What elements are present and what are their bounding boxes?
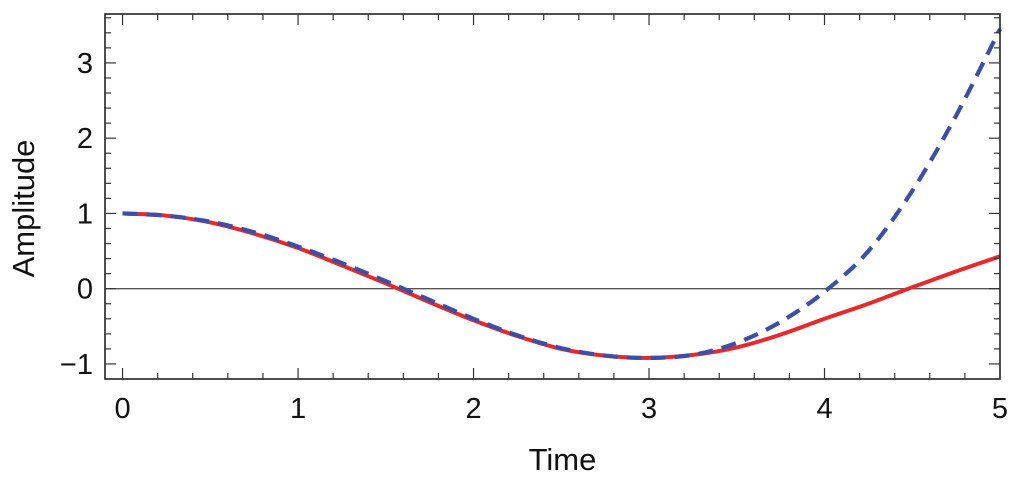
x-tick-label: 5 — [992, 393, 1008, 425]
y-tick-label: 0 — [77, 274, 93, 306]
y-tick-label: 3 — [77, 48, 93, 80]
y-axis-title: Amplitude — [6, 140, 41, 278]
axis-ticks — [105, 14, 1001, 379]
x-tick-label: 3 — [641, 393, 657, 425]
dashed-series-line — [122, 28, 1002, 361]
x-axis-title: Time — [529, 442, 597, 477]
y-tick-label: −1 — [60, 349, 93, 381]
y-tick-label: 2 — [77, 123, 93, 155]
x-tick-label: 4 — [816, 393, 832, 425]
chart-marks — [105, 28, 1002, 361]
plot-frame — [104, 13, 1001, 380]
x-tick-label: 1 — [290, 393, 306, 425]
x-tick-label: 0 — [114, 393, 130, 425]
y-tick-label: 1 — [77, 198, 93, 230]
x-tick-label: 2 — [465, 393, 481, 425]
axis-labels: 0 1 2 3 4 5 −1 0 1 2 3 Time Amplitude — [6, 48, 1008, 477]
solid-series-line — [122, 211, 1001, 360]
